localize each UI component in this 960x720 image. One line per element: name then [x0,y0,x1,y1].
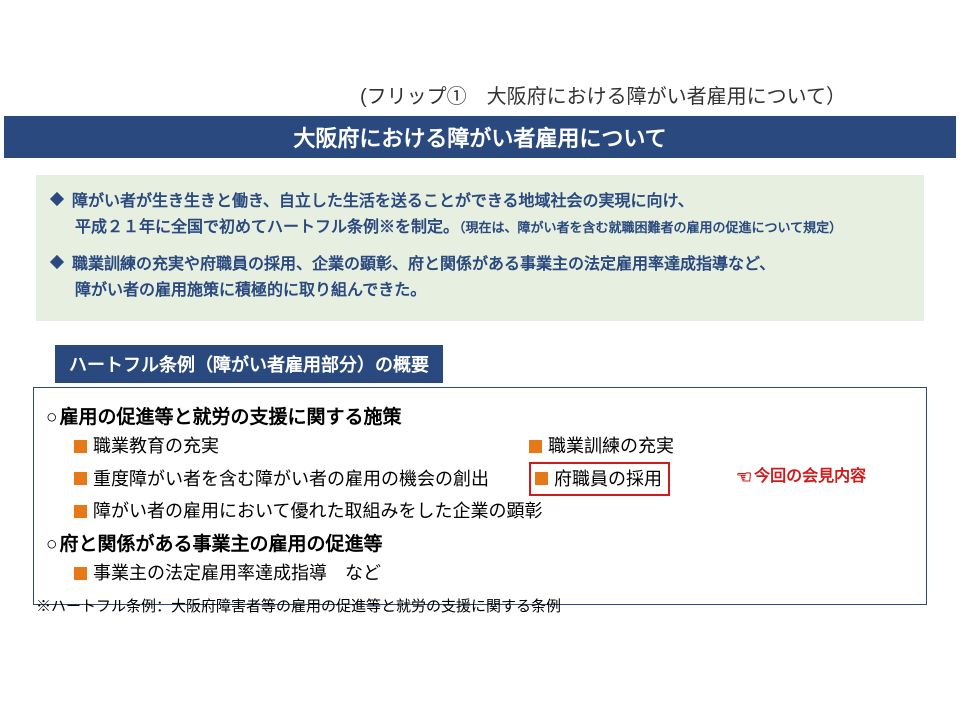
policy-item-guidance: 事業主の法定雇用率達成指導 など [74,558,381,589]
callout-label: ☜今回の会見内容 [736,462,866,493]
policy-item-education: 職業教育の充実 [74,431,529,462]
policy-r2a-text: 重度障がい者を含む障がい者の雇用の機会の創出 [93,464,489,495]
policy-r4-text: 事業主の法定雇用率達成指導 など [93,558,381,589]
policy-row-2: 重度障がい者を含む障がい者の雇用の機会の創出 府職員の採用 ☜今回の会見内容 [46,462,914,497]
intro-p2-line1: 職業訓練の充実や府職員の採用、企業の顕彰、府と関係がある事業主の法定雇用率達成指… [72,256,775,273]
intro-paragraph-1: 障がい者が生き生きと働き、自立した生活を送ることができる地域社会の実現に向け、 … [50,189,910,240]
policy-row-4: 事業主の法定雇用率達成指導 など [46,558,914,589]
square-bullet-icon [74,567,87,580]
policy-row-1: 職業教育の充実 職業訓練の充実 [46,431,914,462]
policy-r1a-text: 職業教育の充実 [93,431,219,462]
footnote: ※ハートフル条例：大阪府障害者等の雇用の促進等と就労の支援に関する条例 [36,595,561,616]
diamond-bullet-icon [50,255,64,269]
intro-p1-line2a: 平成２１年に全国で初めてハートフル条例※を制定。 [75,219,459,236]
intro-p1-line2b: （現在は、障がい者を含む就職困難者の雇用の促進について規定） [459,220,842,235]
policy-box: ○雇用の促進等と就労の支援に関する施策 職業教育の充実 職業訓練の充実 重度障が… [33,387,927,605]
intro-p1-line1: 障がい者が生き生きと働き、自立した生活を送ることができる地域社会の実現に向け、 [72,193,694,210]
pointer-left-icon: ☜ [736,462,752,493]
policy-h2-text: 府と関係がある事業主の雇用の促進等 [59,534,382,555]
square-bullet-icon [535,472,548,485]
intro-p2-line2: 障がい者の雇用施策に積極的に取り組んできた。 [50,282,426,299]
flip-label: (フリップ① 大阪府における障がい者雇用について） [360,80,940,109]
policy-item-opportunity: 重度障がい者を含む障がい者の雇用の機会の創出 [74,464,529,495]
policy-item-award: 障がい者の雇用において優れた取組みをした企業の顕彰 [74,496,542,527]
square-bullet-icon [74,440,87,453]
policy-r2b-text: 府職員の採用 [554,464,662,495]
policy-item-training: 職業訓練の充実 [529,431,674,462]
policy-item-staff-highlight: 府職員の採用 [529,462,670,497]
diamond-bullet-icon [50,192,64,206]
square-bullet-icon [529,440,542,453]
policy-heading-1: ○雇用の促進等と就労の支援に関する施策 [46,402,914,429]
intro-box: 障がい者が生き生きと働き、自立した生活を送ることができる地域社会の実現に向け、 … [36,175,924,321]
policy-h1-text: 雇用の促進等と就労の支援に関する施策 [59,407,401,428]
square-bullet-icon [74,472,87,485]
policy-heading-2: ○府と関係がある事業主の雇用の促進等 [46,529,914,556]
title-band: 大阪府における障がい者雇用について [4,116,956,158]
intro-paragraph-2: 職業訓練の充実や府職員の採用、企業の顕彰、府と関係がある事業主の法定雇用率達成指… [50,252,910,303]
policy-r1b-text: 職業訓練の充実 [548,431,674,462]
policy-r3-text: 障がい者の雇用において優れた取組みをした企業の顕彰 [93,496,542,527]
callout-text: 今回の会見内容 [754,463,866,490]
section-chip: ハートフル条例（障がい者雇用部分）の概要 [55,345,443,383]
square-bullet-icon [74,505,87,518]
policy-row-3: 障がい者の雇用において優れた取組みをした企業の顕彰 [46,496,914,527]
highlight-box: 府職員の採用 [529,462,670,497]
page-title: 大阪府における障がい者雇用について [293,121,666,153]
